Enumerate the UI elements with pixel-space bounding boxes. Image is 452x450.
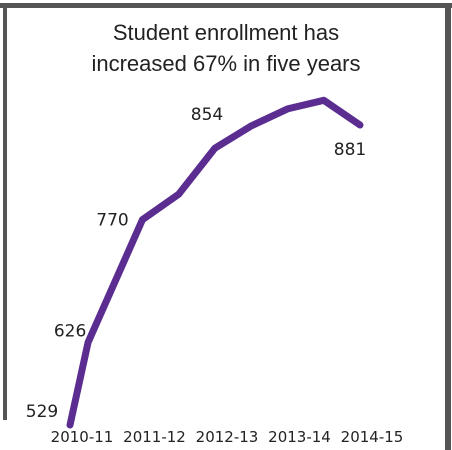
- data-label: 854: [191, 105, 223, 125]
- frame-left-edge: [3, 3, 7, 420]
- chart-frame-border: [0, 3, 452, 450]
- x-tick-label: 2013-14: [268, 428, 331, 446]
- series-line-group: [66, 96, 364, 429]
- x-tick-label: 2014-15: [341, 428, 404, 446]
- data-label: 529: [26, 402, 58, 422]
- x-tick-label: 2010-11: [51, 428, 114, 446]
- data-label-group: 529 626 770 854 881: [26, 105, 366, 422]
- chart-title-line-2: increased 67% in five years: [91, 51, 360, 76]
- x-tick-label: 2011-12: [123, 428, 186, 446]
- data-label: 626: [54, 321, 86, 341]
- frame-right-edge: [445, 3, 451, 450]
- enrollment-series-line: [66, 96, 364, 429]
- x-tick-label-group: 2010-11 2011-12 2012-13 2013-14 2014-15: [51, 428, 404, 446]
- frame-top-edge: [0, 3, 452, 8]
- chart-title-line-1: Student enrollment has: [113, 20, 339, 45]
- data-label: 770: [96, 211, 128, 231]
- data-label: 881: [334, 140, 366, 160]
- x-tick-label: 2012-13: [196, 428, 259, 446]
